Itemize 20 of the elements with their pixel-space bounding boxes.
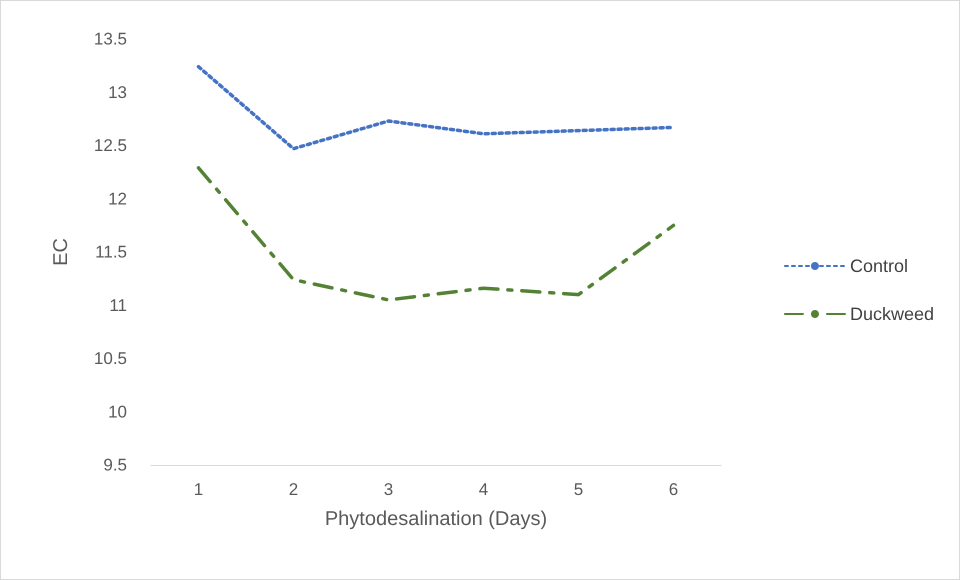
- x-tick-label: 1: [194, 480, 204, 499]
- legend-label: Duckweed: [850, 304, 934, 324]
- x-tick-label: 3: [384, 480, 394, 499]
- y-axis-title: EC: [50, 238, 72, 266]
- x-tick-label: 5: [574, 480, 584, 499]
- y-tick-label: 10: [108, 402, 127, 422]
- y-tick-label: 12.5: [94, 136, 127, 155]
- line-series: [196, 166, 676, 302]
- y-tick-label: 13.5: [94, 30, 127, 48]
- y-tick-label: 11: [109, 296, 127, 315]
- x-tick-label: 6: [668, 480, 678, 499]
- x-axis-title: Phytodesalination (Days): [324, 508, 548, 530]
- legend-label: Control: [850, 256, 908, 276]
- x-tick-label: 4: [478, 480, 488, 499]
- y-tick-label: 10.5: [94, 349, 127, 368]
- y-tick-label: 9.5: [103, 456, 127, 474]
- y-tick-label: 12: [108, 189, 127, 208]
- x-tick-label: 2: [288, 480, 298, 499]
- y-tick-label: 11.5: [95, 242, 127, 262]
- y-tick-label: 13: [108, 82, 127, 102]
